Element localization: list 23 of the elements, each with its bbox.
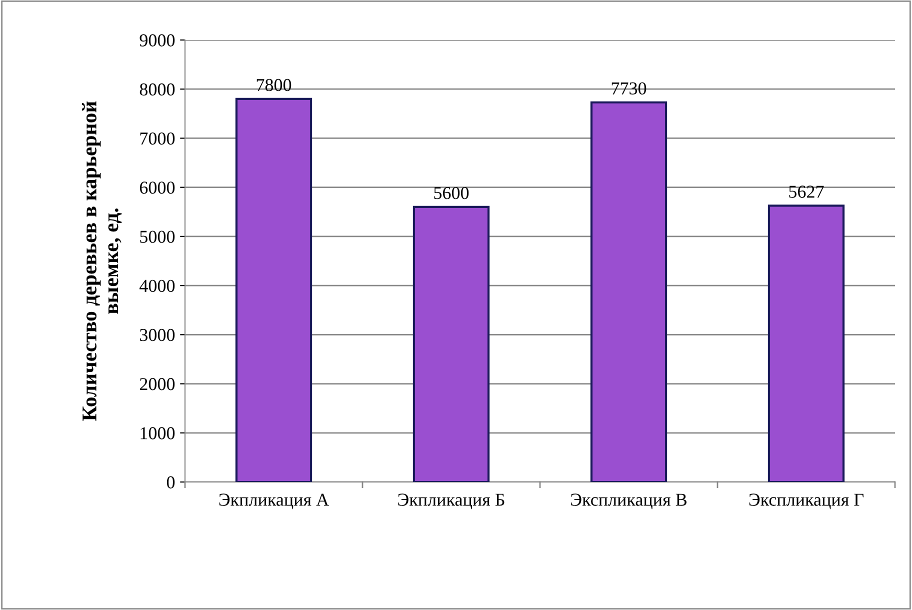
y-tick-label: 3000 [140,328,175,342]
y-tick-label: 8000 [140,83,175,96]
data-label: 5600 [434,186,469,200]
y-tick-label: 9000 [140,34,175,46]
data-label: 5627 [789,186,824,198]
y-tick-label: 2000 [140,378,175,390]
bar [768,204,845,482]
y-tick-label: 4000 [140,280,175,292]
x-tick-label: Экпликация А [219,494,329,510]
bar [412,206,490,482]
x-tick-label: Экпликация Б [398,494,504,510]
data-label: 7730 [612,82,646,95]
y-axis-title: Количество деревьев в карьерной выемке, ед. [82,101,122,421]
y-tick-label: 1000 [140,427,175,440]
y-tick-label: 0 [166,476,175,488]
y-tick-label: 5000 [140,230,175,243]
y-tick-label: 6000 [140,182,175,194]
bar [590,101,668,482]
data-label: 7800 [256,78,292,92]
y-tick-label: 7000 [140,132,175,145]
x-tick-label: Экспликация В [571,494,687,510]
bar [235,98,312,482]
x-tick-label: Экспликация Г [749,494,864,510]
